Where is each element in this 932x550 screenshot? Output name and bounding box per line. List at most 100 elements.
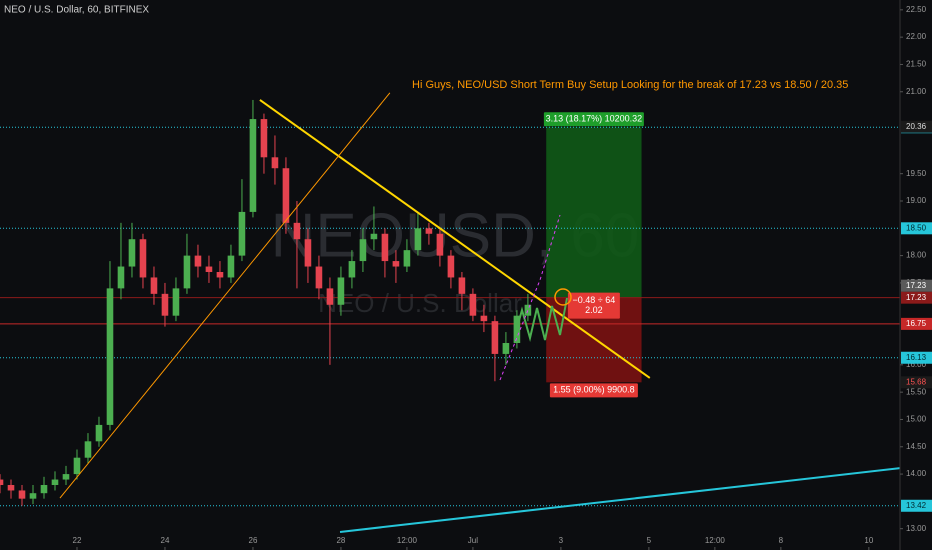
level-badge-label: 16.75 [906,319,927,328]
candle-body [348,261,356,278]
candle-body [238,211,246,256]
candle-body [216,271,224,278]
candle-body [205,266,213,272]
candle-body [84,441,92,458]
projection [499,214,572,381]
stop-label-box [549,383,638,398]
candle-body [502,342,510,354]
price-badge [901,120,932,133]
x-tick-label: 5 [647,536,652,545]
candle-body [425,228,433,234]
x-tick-label: 24 [161,536,170,545]
level-badge [901,499,932,512]
price-badge-label: 17.23 [906,281,927,290]
annotation: Hi Guys, NEO/USD Short Term Buy Setup Lo… [412,79,848,91]
y-tick-label: 18.00 [906,251,927,260]
y-tick-label: 19.00 [906,196,927,205]
x-tick-label: 3 [559,536,564,545]
axis-layer: 22.5022.0021.5021.0019.5019.0018.0017.50… [73,5,932,550]
candle-body [227,255,235,278]
target-label: 3.13 (18.17%) 10200.32 [546,114,643,124]
price-axis [900,0,932,550]
candle-body [293,222,301,240]
entry-label-box [567,292,620,319]
level-badge-label: 13.42 [906,501,927,510]
y-tick-label: 15.50 [906,387,927,396]
candle-body [117,266,125,289]
candle-body [18,490,26,499]
candle-body [172,288,180,316]
y-tick-label: 14.50 [906,442,927,451]
candle-body [106,288,114,425]
y-tick-label: 15.00 [906,415,927,424]
candle-body [62,474,70,480]
x-tick-label: 22 [73,536,82,545]
candle-body [337,277,345,305]
break-circle [554,288,572,306]
price-badge [901,279,932,292]
candle-body [414,228,422,251]
level-badge [901,351,932,364]
level-badge-label: 16.13 [906,353,927,362]
y-tick-label: 21.50 [906,60,927,69]
y-tick-label: 14.00 [906,469,927,478]
candle-body [183,255,191,289]
candle-body [491,321,499,354]
trendline [339,467,901,533]
candle-body [73,457,81,475]
level-badge-label: 18.50 [906,223,927,232]
x-tick-label: 10 [864,536,873,545]
y-tick-label: 22.50 [906,5,927,14]
y-tick-label: 13.00 [906,524,927,533]
watermark-sub: NEO / U.S. Dollar [318,288,522,318]
candle-body [392,261,400,267]
x-tick-label: Jul [468,536,478,545]
x-tick-label: 28 [336,536,345,545]
x-tick-label: 26 [249,536,258,545]
candle-body [150,277,158,294]
candle-body [370,233,378,240]
plot: 3.13 (18.17%) 10200.32 −0.48 ÷ 642.02 1.55… [0,92,901,533]
candle-body [359,239,367,262]
candle-body [95,424,103,442]
candle-body [51,479,59,486]
candle-body [0,479,4,486]
candle-body [271,157,279,169]
price-badge-label: 20.36 [906,122,927,131]
candle-body [436,233,444,256]
y-tick-label: 21.00 [906,87,927,96]
candle-body [480,315,488,322]
candle-body [326,288,334,305]
y-tick-label: 19.50 [906,169,927,178]
candle-body [469,293,477,316]
x-tick-label: 12:00 [705,536,726,545]
candle-body [161,293,169,316]
candle-body [381,233,389,262]
trendline [59,92,391,499]
candle-body [282,168,290,223]
y-tick-label: 22.00 [906,32,927,41]
level-badge [901,222,932,235]
trendline [259,99,651,379]
candle-body [458,277,466,294]
candle-body [40,485,48,494]
x-tick-label: 8 [779,536,784,545]
candle-body [249,119,257,212]
candle-body [128,239,136,267]
candle-body [194,255,202,267]
candle-body [304,239,312,267]
candle-body [7,485,15,491]
target-label-box [543,112,644,127]
candle-body [139,239,147,278]
candle-body [403,250,411,267]
price-badge-label: 15.68 [906,377,927,386]
level-badge [901,317,932,330]
candle-body [315,266,323,289]
entry-sub-label: 2.02 [585,305,603,315]
stop-label: 1.55 (9.00%) 9900.8 [553,385,635,395]
price-badge [901,376,932,389]
projection-zigzag [514,297,568,342]
chart-title: NEO / U.S. Dollar, 60, BITFINEX [4,5,149,16]
